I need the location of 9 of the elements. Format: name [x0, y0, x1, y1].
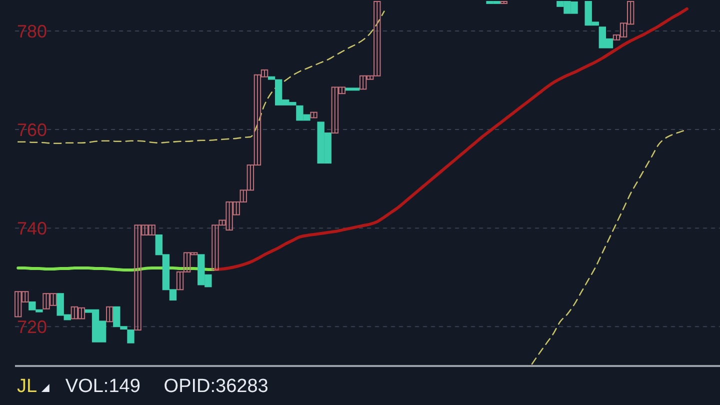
text: OPID:36283 [164, 376, 268, 397]
y-tick-label: 760 [17, 120, 48, 140]
text: VOL:149 [65, 376, 140, 397]
y-tick-label: 780 [17, 21, 48, 42]
y-tick-label: 740 [17, 218, 48, 238]
line-series [214, 7, 688, 271]
y-tick-label: 720 [17, 316, 48, 337]
candlestick [106, 306, 114, 322]
text: JL [17, 376, 38, 397]
